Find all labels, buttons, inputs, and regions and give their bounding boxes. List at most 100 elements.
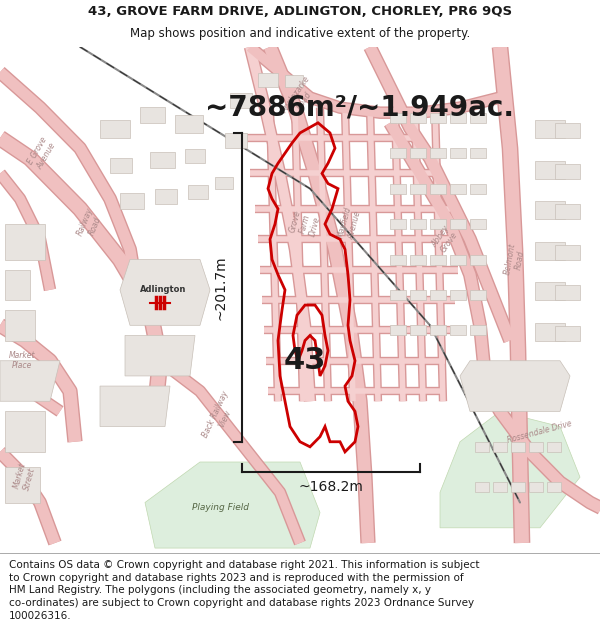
Polygon shape: [5, 467, 40, 502]
Bar: [529, 442, 543, 452]
Bar: [430, 148, 446, 158]
Bar: [430, 254, 446, 264]
Bar: [140, 107, 165, 123]
Bar: [555, 244, 580, 259]
Text: ~168.2m: ~168.2m: [299, 480, 364, 494]
Bar: [390, 113, 406, 123]
Bar: [410, 254, 426, 264]
Bar: [450, 148, 466, 158]
Bar: [230, 92, 252, 108]
Text: 100026316.: 100026316.: [9, 611, 71, 621]
Text: Belmont
Road: Belmont Road: [503, 242, 527, 277]
Bar: [390, 326, 406, 336]
Bar: [470, 219, 486, 229]
Bar: [390, 219, 406, 229]
Bar: [535, 322, 565, 341]
Text: Adlington: Adlington: [140, 286, 186, 294]
Bar: [475, 482, 489, 492]
Bar: [225, 133, 247, 148]
Bar: [493, 442, 507, 452]
Bar: [470, 113, 486, 123]
Bar: [390, 290, 406, 300]
Bar: [535, 161, 565, 179]
Polygon shape: [125, 336, 195, 376]
Bar: [470, 254, 486, 264]
Bar: [430, 326, 446, 336]
Bar: [450, 219, 466, 229]
Bar: [410, 326, 426, 336]
Bar: [185, 149, 205, 163]
Bar: [535, 201, 565, 219]
Text: Railway
Road: Railway Road: [76, 207, 104, 241]
Bar: [410, 184, 426, 194]
Bar: [188, 185, 208, 199]
Polygon shape: [145, 462, 320, 548]
Polygon shape: [5, 269, 30, 300]
Bar: [430, 290, 446, 300]
Bar: [470, 326, 486, 336]
Bar: [555, 123, 580, 138]
Bar: [450, 326, 466, 336]
Bar: [555, 204, 580, 219]
Bar: [547, 482, 561, 492]
Bar: [450, 184, 466, 194]
Bar: [258, 73, 278, 88]
Bar: [535, 282, 565, 300]
Text: E Grove
Avenue: E Grove Avenue: [26, 135, 58, 171]
Bar: [529, 482, 543, 492]
Bar: [215, 177, 233, 189]
Bar: [555, 164, 580, 179]
Bar: [410, 290, 426, 300]
Text: Anglezarke
Road: Anglezarke Road: [280, 74, 320, 121]
Text: 43: 43: [284, 346, 326, 375]
Polygon shape: [120, 259, 210, 325]
Text: co-ordinates) are subject to Crown copyright and database rights 2023 Ordnance S: co-ordinates) are subject to Crown copyr…: [9, 598, 474, 608]
Bar: [150, 152, 175, 168]
Bar: [535, 241, 565, 259]
Polygon shape: [5, 310, 35, 341]
Text: Grove
Farm
Drive: Grove Farm Drive: [287, 209, 322, 239]
Text: Rossendale Drive: Rossendale Drive: [506, 419, 574, 444]
Polygon shape: [440, 411, 580, 528]
Bar: [555, 326, 580, 341]
Bar: [470, 148, 486, 158]
Bar: [110, 158, 132, 173]
Bar: [430, 219, 446, 229]
Text: Contains OS data © Crown copyright and database right 2021. This information is : Contains OS data © Crown copyright and d…: [9, 560, 479, 570]
Bar: [120, 193, 144, 209]
Bar: [100, 120, 130, 138]
Bar: [430, 184, 446, 194]
Bar: [470, 290, 486, 300]
Bar: [450, 113, 466, 123]
Bar: [390, 254, 406, 264]
Text: 43, GROVE FARM DRIVE, ADLINGTON, CHORLEY, PR6 9QS: 43, GROVE FARM DRIVE, ADLINGTON, CHORLEY…: [88, 5, 512, 18]
Bar: [450, 254, 466, 264]
Bar: [470, 184, 486, 194]
Text: ~201.7m: ~201.7m: [214, 255, 228, 319]
Text: Map shows position and indicative extent of the property.: Map shows position and indicative extent…: [130, 28, 470, 40]
Bar: [450, 290, 466, 300]
Polygon shape: [460, 361, 570, 411]
Bar: [555, 285, 580, 300]
Text: to Crown copyright and database rights 2023 and is reproduced with the permissio: to Crown copyright and database rights 2…: [9, 573, 464, 583]
Polygon shape: [5, 224, 45, 259]
Bar: [155, 189, 177, 204]
Text: HM Land Registry. The polygons (including the associated geometry, namely x, y: HM Land Registry. The polygons (includin…: [9, 586, 431, 596]
Bar: [390, 148, 406, 158]
Polygon shape: [5, 411, 45, 452]
Polygon shape: [100, 386, 170, 426]
Bar: [175, 115, 203, 133]
Text: Back Railway
View: Back Railway View: [200, 389, 239, 443]
Bar: [547, 442, 561, 452]
Text: Mayfield
Avenue: Mayfield Avenue: [337, 206, 364, 242]
Bar: [493, 482, 507, 492]
Bar: [511, 442, 525, 452]
Bar: [390, 184, 406, 194]
Polygon shape: [0, 361, 60, 401]
Text: Playing Field: Playing Field: [191, 503, 248, 512]
Bar: [430, 113, 446, 123]
Bar: [475, 442, 489, 452]
Text: Abbey
Grove: Abbey Grove: [430, 224, 460, 255]
Text: ~7886m²/~1.949ac.: ~7886m²/~1.949ac.: [205, 94, 515, 122]
Bar: [511, 482, 525, 492]
